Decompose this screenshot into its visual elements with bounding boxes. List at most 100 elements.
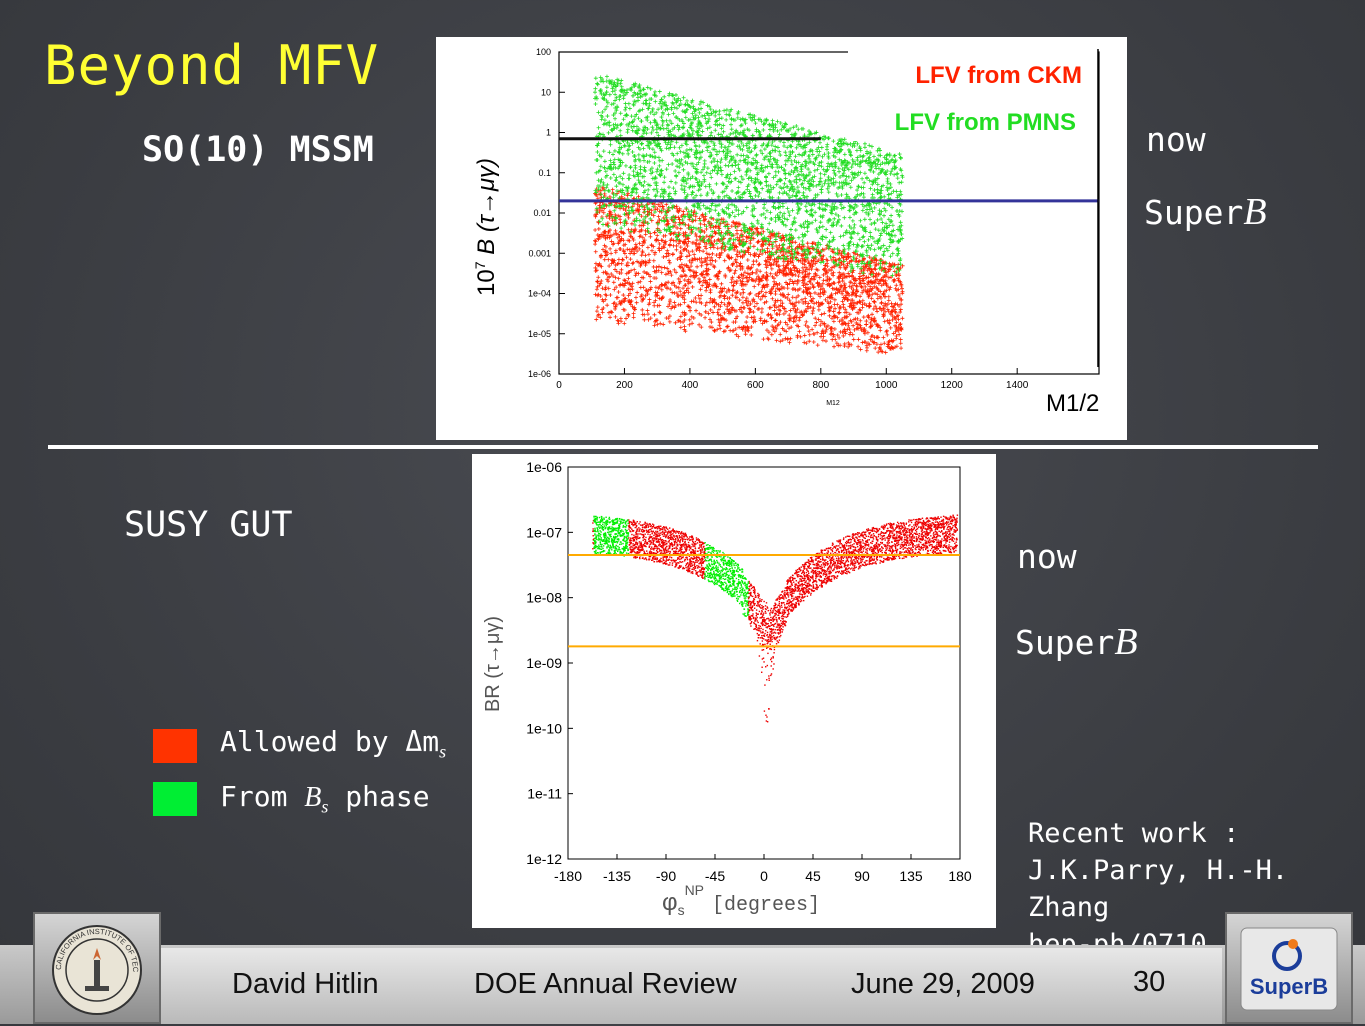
data-point xyxy=(673,215,678,220)
data-point xyxy=(801,313,806,318)
data-point xyxy=(637,241,642,246)
data-point xyxy=(802,281,807,286)
data-point xyxy=(784,309,789,314)
data-point xyxy=(811,331,816,336)
data-point xyxy=(881,312,886,317)
data-point xyxy=(595,279,600,284)
data-point xyxy=(756,306,761,311)
data-point xyxy=(685,286,690,291)
data-point xyxy=(642,269,647,274)
data-point xyxy=(616,261,621,266)
data-point xyxy=(768,256,773,261)
data-point xyxy=(819,284,824,289)
data-point xyxy=(841,255,846,260)
data-point xyxy=(708,296,713,301)
data-point xyxy=(621,231,626,236)
data-point xyxy=(733,319,738,324)
data-point xyxy=(717,323,722,328)
data-point xyxy=(835,315,840,320)
data-point xyxy=(821,286,826,291)
data-point xyxy=(678,325,683,330)
data-point xyxy=(788,277,793,282)
data-point xyxy=(841,333,846,338)
data-point xyxy=(733,327,738,332)
data-point xyxy=(665,286,670,291)
data-point xyxy=(681,268,686,273)
data-point xyxy=(742,270,747,275)
data-point xyxy=(716,312,721,317)
data-point xyxy=(679,262,684,267)
slide-title: Beyond MFV xyxy=(44,34,380,97)
data-point xyxy=(702,275,707,280)
data-point xyxy=(624,255,629,260)
data-point xyxy=(616,257,621,262)
data-point xyxy=(868,325,873,330)
data-point xyxy=(883,278,888,283)
data-point xyxy=(694,300,699,305)
data-point xyxy=(648,234,653,239)
data-point xyxy=(774,263,779,268)
data-point xyxy=(825,264,830,269)
data-point xyxy=(656,264,661,269)
data-point xyxy=(712,329,717,334)
data-point xyxy=(599,279,604,284)
data-point xyxy=(657,242,662,247)
data-point xyxy=(658,310,663,315)
data-point xyxy=(638,261,643,266)
data-point xyxy=(736,334,741,339)
data-point xyxy=(888,285,893,290)
data-point xyxy=(687,317,692,322)
data-point xyxy=(648,279,653,284)
data-point xyxy=(805,282,810,287)
data-point xyxy=(682,290,687,295)
data-point xyxy=(614,269,619,274)
data-point xyxy=(741,237,746,242)
data-point xyxy=(781,259,786,264)
data-point xyxy=(717,269,722,274)
data-point xyxy=(651,258,656,263)
data-point xyxy=(745,303,750,308)
data-point xyxy=(770,296,775,301)
data-point xyxy=(734,332,739,337)
data-point xyxy=(848,301,853,306)
data-point xyxy=(824,261,829,266)
data-point xyxy=(674,243,679,248)
data-point xyxy=(746,299,751,304)
data-point xyxy=(870,292,875,297)
data-point xyxy=(640,250,645,255)
data-point xyxy=(791,306,796,311)
data-point xyxy=(807,251,812,256)
data-point xyxy=(694,234,699,239)
data-point xyxy=(643,293,648,298)
data-point xyxy=(619,261,624,266)
data-point xyxy=(609,239,614,244)
data-point xyxy=(831,319,836,324)
data-point xyxy=(701,249,706,254)
data-point xyxy=(745,258,750,263)
data-point xyxy=(865,330,870,335)
data-point xyxy=(708,317,713,322)
data-point xyxy=(719,300,724,305)
data-point xyxy=(789,325,794,330)
data-point xyxy=(616,318,621,323)
data-point xyxy=(710,258,715,263)
data-point xyxy=(698,287,703,292)
data-point xyxy=(628,282,633,287)
data-point xyxy=(897,322,902,327)
data-point xyxy=(619,267,624,272)
data-point xyxy=(805,241,810,246)
data-point xyxy=(754,270,759,275)
data-point xyxy=(825,323,830,328)
data-point xyxy=(807,271,812,276)
data-point xyxy=(773,289,778,294)
data-point xyxy=(796,274,801,279)
data-point xyxy=(847,332,852,337)
data-point xyxy=(724,289,729,294)
data-point xyxy=(655,233,660,238)
data-point xyxy=(886,275,891,280)
data-point xyxy=(889,301,894,306)
data-point xyxy=(626,312,631,317)
data-point xyxy=(678,257,683,262)
data-point xyxy=(630,287,635,292)
data-point xyxy=(797,329,802,334)
